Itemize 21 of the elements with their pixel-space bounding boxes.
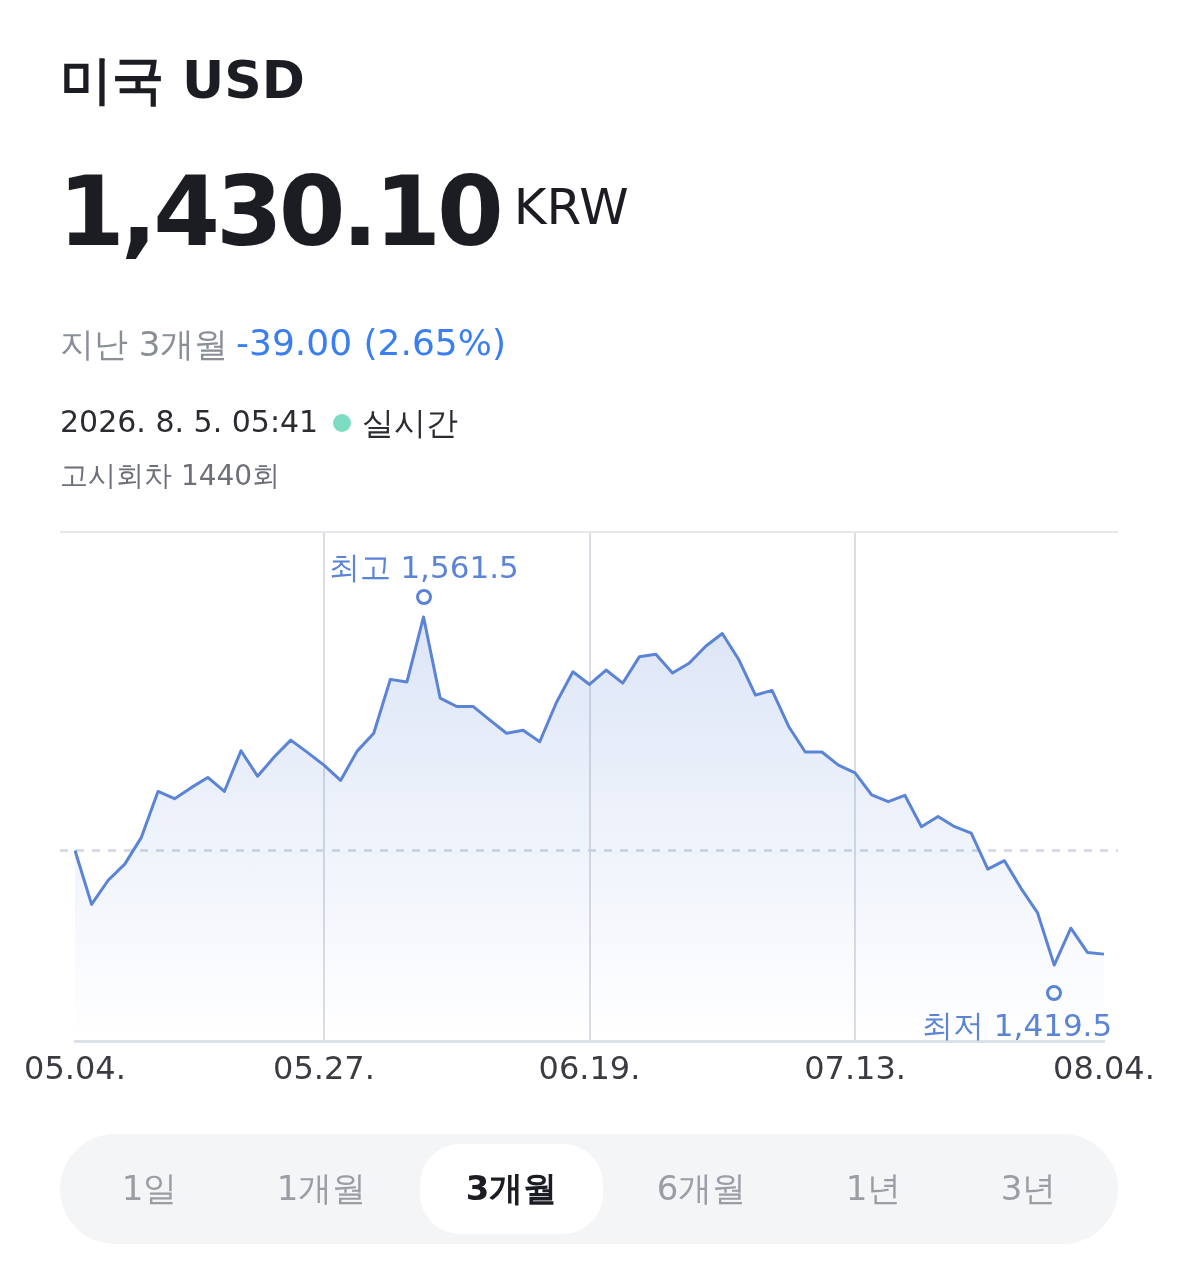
text: 6개월 <box>655 1167 748 1210</box>
x-tick-label: 05.27. <box>273 1049 375 1088</box>
text: KRW <box>513 178 629 236</box>
x-tick-label: 05.04. <box>24 1049 126 1088</box>
text: 3개월 <box>419 1144 604 1234</box>
text: 1년 <box>844 1167 903 1210</box>
x-tick-label: 06.19. <box>538 1049 641 1088</box>
text: 실시간 <box>362 403 458 444</box>
x-tick-label: 08.04. <box>1053 1049 1155 1088</box>
text: 1,430.10 <box>58 156 500 268</box>
chart-title: 미국 USD <box>60 49 305 112</box>
text: -39.00 (2.65%) <box>236 322 506 363</box>
x-tick-label: 07.13. <box>804 1049 906 1088</box>
text: 최고 1,561.5 <box>328 547 519 587</box>
text: 1개월 <box>275 1167 368 1210</box>
text: 지난 3개월 <box>60 323 229 366</box>
text: 1일 <box>120 1167 179 1210</box>
text: 2026. 8. 5. 05:41 <box>60 404 319 439</box>
text: 고시회차 1440회 <box>60 458 281 494</box>
annotation: 최저 1,419.5 <box>922 1006 1113 1046</box>
text: 3년 <box>999 1167 1058 1210</box>
